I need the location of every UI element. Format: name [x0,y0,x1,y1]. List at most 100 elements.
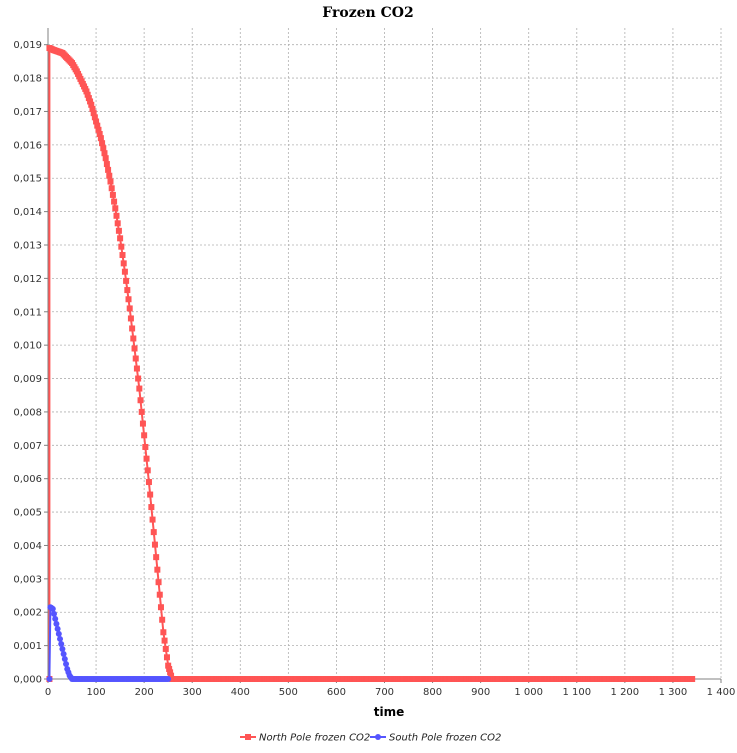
data-point [115,227,122,234]
data-point [49,605,56,612]
x-tick-label: 400 [231,687,250,698]
data-point [102,155,109,162]
legend: North Pole frozen CO2 South Pole frozen C… [240,733,501,744]
data-point [107,178,114,185]
chart-title: Frozen CO2 [322,5,413,21]
y-tick-label: 0,000 [13,675,42,686]
data-point [147,491,154,498]
y-tick-label: 0,004 [13,541,42,552]
data-point [58,640,65,647]
data-point [121,268,128,275]
data-point [52,615,59,622]
data-point [166,665,173,672]
data-point [136,385,143,392]
data-point [105,166,112,173]
data-point [103,161,110,168]
x-tick-label: 100 [87,687,106,698]
x-tick-label: 1 200 [611,687,640,698]
y-tick-label: 0,002 [13,608,42,619]
data-point [93,118,100,125]
y-tick-label: 0,017 [13,107,42,118]
data-point [137,397,144,404]
data-point [156,591,163,598]
data-point [118,243,125,250]
data-point [97,135,104,142]
data-point [130,335,137,342]
data-point [112,205,119,212]
data-point [123,277,130,284]
data-point [153,554,160,561]
y-tick-label: 0,009 [13,374,42,385]
x-tick-label: 1 000 [514,687,543,698]
data-point [84,91,91,98]
data-point [139,420,146,427]
data-point [160,629,167,636]
x-tick-label: 700 [375,687,394,698]
x-tick-label: 1 300 [659,687,688,698]
x-tick-label: 1 400 [707,687,736,698]
legend-label: North Pole frozen CO2 [259,733,370,744]
data-point [143,455,150,462]
y-tick-label: 0,011 [13,307,42,318]
x-tick-label: 1 100 [562,687,591,698]
data-point [149,516,156,523]
y-tick-label: 0,001 [13,641,42,652]
data-point [127,315,134,322]
data-point [168,672,175,679]
data-point [117,235,124,242]
y-tick-label: 0,007 [13,441,42,452]
data-point [144,467,151,474]
y-tick-label: 0,013 [13,241,42,252]
data-point [150,529,157,536]
data-point [163,654,170,661]
data-point [155,579,162,586]
y-tick-label: 0,008 [13,407,42,418]
data-point [87,98,94,105]
x-tick-label: 900 [471,687,490,698]
data-point [111,198,118,205]
data-point [106,172,113,179]
data-point [94,122,101,129]
data-point [89,105,96,112]
series-north-pole [46,45,696,682]
y-tick-label: 0,015 [13,174,42,185]
data-point [83,88,90,95]
y-tick-label: 0,003 [13,574,42,585]
data-point [61,655,68,662]
data-point [113,212,120,219]
data-point [131,345,138,352]
series-layer [46,45,696,682]
data-point [141,432,148,439]
data-point [145,479,152,486]
data-point [85,95,92,102]
data-point [88,101,95,108]
y-tick-label: 0,005 [13,508,42,519]
x-tick-label: 0 [45,687,51,698]
data-point [148,504,155,511]
data-point [63,660,70,667]
data-point [129,325,136,332]
legend-marker [375,734,381,740]
data-point [120,260,127,267]
data-point [99,140,106,147]
data-point [95,126,102,133]
x-tick-label: 800 [423,687,442,698]
data-point [124,287,131,294]
data-point [162,645,169,652]
data-point [133,365,140,372]
data-point [154,566,161,573]
data-point [96,130,103,137]
data-point [161,637,168,644]
legend-item: South Pole frozen CO2 [370,733,501,744]
data-point [57,635,64,642]
data-point [165,676,172,682]
data-point [100,145,107,152]
data-point [142,443,149,450]
data-point [132,355,139,362]
data-point [125,296,132,303]
data-point [159,616,166,623]
data-point [119,252,126,259]
y-tick-label: 0,016 [13,140,42,151]
data-point [54,625,61,632]
y-tick-label: 0,014 [13,207,42,218]
